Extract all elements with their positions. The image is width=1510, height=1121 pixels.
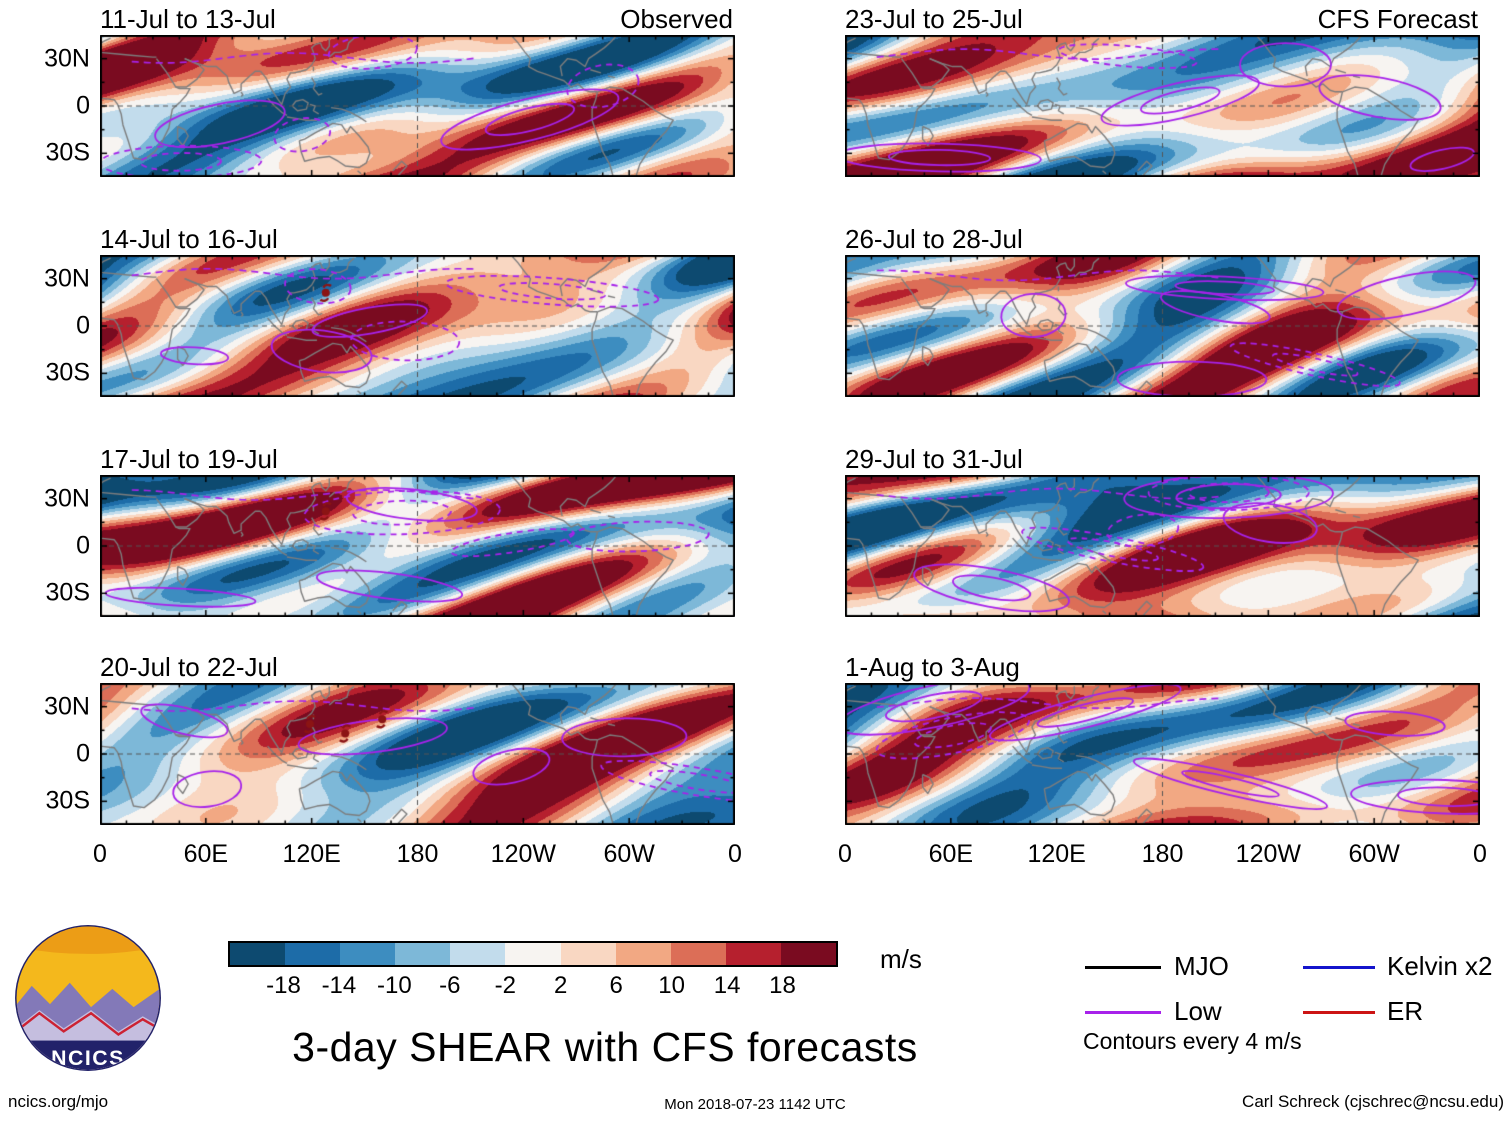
ncics-logo: NCICS	[12, 922, 164, 1074]
map-canvas	[845, 475, 1480, 617]
panel-title: 1-Aug to 3-Aug	[845, 652, 1020, 682]
panel-title: 23-Jul to 25-Jul	[845, 4, 1023, 34]
map-panel-observed-4: 20-Jul to 22-Jul	[100, 652, 735, 825]
colorbar-segment	[725, 943, 781, 965]
x-axis-label: 0	[1473, 840, 1487, 868]
x-axis-label: 120E	[1027, 840, 1086, 868]
colorbar-tick-label: 2	[554, 972, 568, 999]
map-canvas	[100, 255, 735, 397]
legend-label-low: Low	[1174, 996, 1222, 1026]
colorbar-tick-label: -6	[439, 972, 461, 999]
panel-title: 20-Jul to 22-Jul	[100, 652, 278, 682]
x-axis-label: 60E	[928, 840, 974, 868]
x-axis-label: 60W	[603, 840, 655, 868]
map-panel-forecast-2: 26-Jul to 28-Jul	[845, 224, 1480, 397]
colorbar-segment	[450, 943, 506, 965]
colorbar-segment	[230, 943, 286, 965]
y-axis-label: 0	[76, 739, 90, 768]
map-canvas	[100, 683, 735, 825]
map-panel-forecast-4: 1-Aug to 3-Aug	[845, 652, 1480, 825]
contour-interval-note: Contours every 4 m/s	[1083, 1028, 1302, 1054]
y-axis-label: 30S	[45, 786, 90, 815]
x-axis-label: 0	[93, 840, 107, 868]
colorbar-tick-label: -18	[266, 972, 301, 999]
colorbar-segment	[670, 943, 726, 965]
colorbar-segment	[505, 943, 561, 965]
legend-label-mjo: MJO	[1174, 951, 1229, 981]
y-axis-label: 0	[76, 91, 90, 120]
colorbar-tick-label: 10	[658, 972, 685, 999]
x-axis-label: 180	[396, 840, 439, 868]
footer-timestamp: Mon 2018-07-23 1142 UTC	[664, 1096, 846, 1113]
legend-line-er	[1303, 1011, 1375, 1014]
y-axis-label: 0	[76, 531, 90, 560]
map-canvas	[845, 35, 1480, 177]
logo-text: NCICS	[51, 1046, 125, 1070]
colorbar-segment	[340, 943, 396, 965]
map-panel-observed-1: 11-Jul to 13-Jul Observed	[100, 4, 735, 177]
colorbar	[228, 941, 838, 967]
y-axis-label: 0	[76, 311, 90, 340]
map-canvas	[845, 683, 1480, 825]
y-axis-label: 30S	[45, 578, 90, 607]
panel-title: 17-Jul to 19-Jul	[100, 444, 278, 474]
map-canvas	[100, 35, 735, 177]
colorbar-tick-label: -2	[494, 972, 516, 999]
colorbar-tick-label: 14	[713, 972, 741, 999]
x-axis-label: 120W	[1235, 840, 1301, 868]
colorbar-tick-label: -10	[377, 972, 412, 999]
x-axis-label: 0	[728, 840, 742, 868]
colorbar-segment	[395, 943, 451, 965]
map-panel-observed-2: 14-Jul to 16-Jul	[100, 224, 735, 397]
legend-line-low	[1085, 1011, 1161, 1014]
map-canvas	[845, 255, 1480, 397]
map-panel-forecast-3: 29-Jul to 31-Jul	[845, 444, 1480, 617]
x-axis-label: 120E	[282, 840, 341, 868]
y-axis-label: 30N	[44, 692, 90, 721]
colorbar-tick-label: 6	[609, 972, 623, 999]
column-heading-cfs-forecast: CFS Forecast	[1317, 4, 1478, 34]
colorbar-tick-label: 18	[769, 972, 796, 999]
colorbar-segment	[780, 943, 837, 965]
x-axis-label: 60W	[1348, 840, 1400, 868]
y-axis-label: 30N	[44, 44, 90, 73]
colorbar-segment	[560, 943, 616, 965]
figure-title: 3-day SHEAR with CFS forecasts	[292, 1024, 918, 1070]
legend-line-kelvin	[1303, 966, 1375, 969]
x-axis-label: 180	[1141, 840, 1184, 868]
colorbar-segment	[285, 943, 341, 965]
map-canvas	[100, 475, 735, 617]
panel-title: 29-Jul to 31-Jul	[845, 444, 1023, 474]
map-panel-observed-3: 17-Jul to 19-Jul	[100, 444, 735, 617]
x-axis-label: 0	[838, 840, 852, 868]
footer-author: Carl Schreck (cjschrec@ncsu.edu)	[1242, 1092, 1504, 1111]
column-heading-observed: Observed	[620, 4, 733, 34]
legend-label-er: ER	[1387, 996, 1424, 1026]
colorbar-segment	[615, 943, 671, 965]
map-panel-forecast-1: 23-Jul to 25-Jul CFS Forecast	[845, 4, 1480, 177]
x-axis-label: 60E	[183, 840, 229, 868]
y-axis-label: 30S	[45, 358, 90, 387]
y-axis-label: 30N	[44, 484, 90, 513]
legend-line-mjo	[1085, 966, 1161, 969]
colorbar-tick-label: -14	[321, 972, 357, 999]
panel-title: 14-Jul to 16-Jul	[100, 224, 278, 254]
ncics-logo-graphic: NCICS	[15, 925, 161, 1071]
x-axis-label: 120W	[490, 840, 556, 868]
panel-title: 26-Jul to 28-Jul	[845, 224, 1023, 254]
y-axis-label: 30N	[44, 264, 90, 293]
colorbar-units-label: m/s	[880, 944, 922, 974]
y-axis-label: 30S	[45, 138, 90, 167]
legend-label-kelvin: Kelvin x2	[1387, 951, 1493, 981]
footer-url: ncics.org/mjo	[8, 1092, 109, 1111]
panel-title: 11-Jul to 13-Jul	[100, 4, 276, 34]
